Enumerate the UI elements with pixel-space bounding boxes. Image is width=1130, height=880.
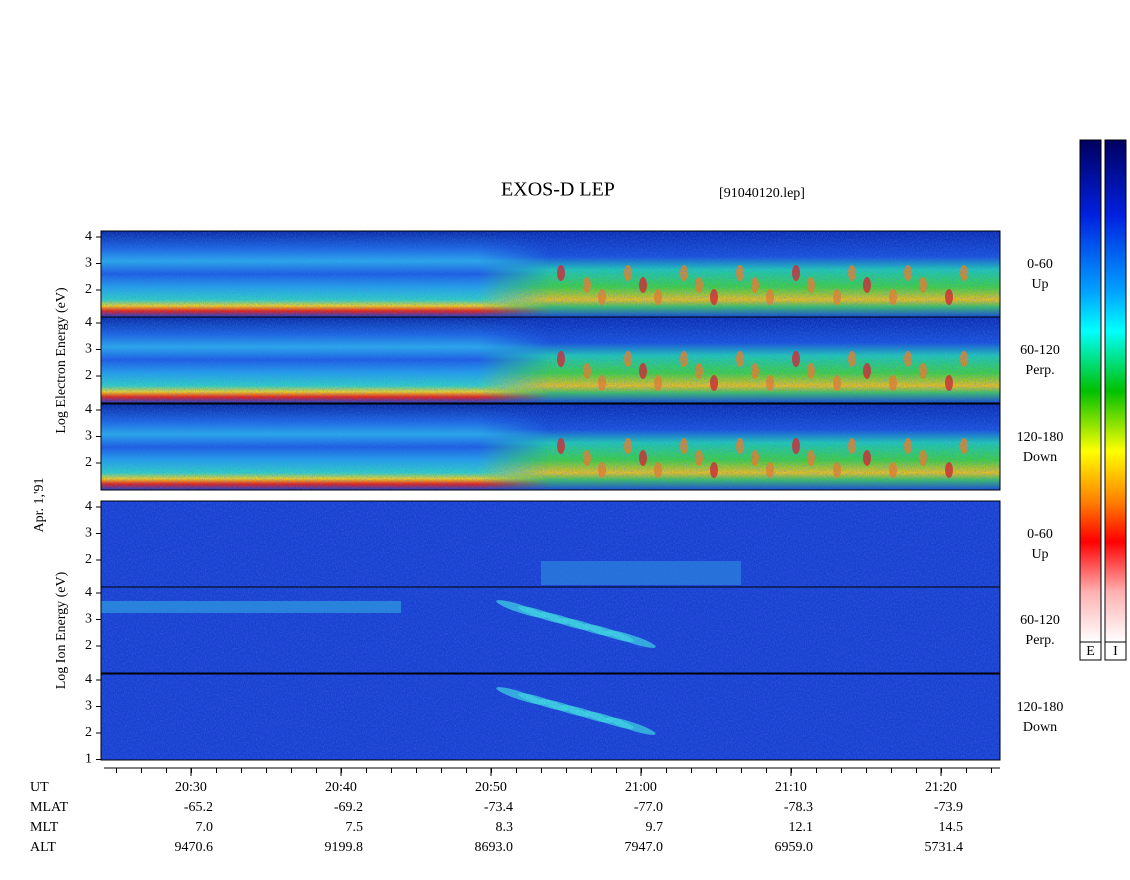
row-value: 8.3 xyxy=(496,820,514,835)
row-value: 7.0 xyxy=(196,820,214,835)
noise xyxy=(101,587,1000,673)
row-value: 20:50 xyxy=(475,780,507,795)
panel-frame xyxy=(100,673,1001,761)
y-tick-label: 3 xyxy=(85,612,92,627)
colorbar-label-box xyxy=(1104,641,1127,661)
panel xyxy=(100,673,1001,761)
y-tick-label: 3 xyxy=(85,526,92,541)
y-tick-label: 3 xyxy=(85,429,92,444)
row-value: 7.5 xyxy=(346,820,364,835)
group-label: Log Ion Energy (eV) xyxy=(54,571,69,689)
title: EXOS-D LEP xyxy=(501,179,615,201)
row-value: 5731.4 xyxy=(925,840,964,855)
pitch-angle: 0-60 xyxy=(1027,527,1053,542)
panels: Log Electron Energy (eV) 4 3 2 0-60 Up 4 3 2 60-1… xyxy=(54,229,1063,767)
direction: Up xyxy=(1031,547,1048,562)
direction: Up xyxy=(1031,277,1048,292)
noise xyxy=(101,317,1000,403)
pitch-angle: 0-60 xyxy=(1027,257,1053,272)
colorbar xyxy=(1079,139,1102,643)
colorbar-label: I xyxy=(1113,644,1118,659)
panel xyxy=(100,316,1001,404)
row-value: 21:00 xyxy=(625,780,657,795)
y-tick-label: 2 xyxy=(85,638,92,653)
row-value: 12.1 xyxy=(789,820,814,835)
row-value: -73.4 xyxy=(484,800,513,815)
direction: Down xyxy=(1023,720,1057,735)
row-value: 6959.0 xyxy=(775,840,814,855)
panel-frame xyxy=(100,316,1001,404)
y-tick-label: 3 xyxy=(85,256,92,271)
row-value: 21:20 xyxy=(925,780,957,795)
y-tick-label: 4 xyxy=(85,672,92,687)
row-value: 9199.8 xyxy=(325,840,364,855)
row-value: 20:40 xyxy=(325,780,357,795)
y-tick-label: 4 xyxy=(85,499,92,514)
colorbar-label-box xyxy=(1079,641,1102,661)
row-value: 9.7 xyxy=(646,820,664,835)
group-label: Log Electron Energy (eV) xyxy=(54,287,69,434)
panel xyxy=(100,403,1001,491)
panel-frame xyxy=(100,403,1001,491)
row-value: 20:30 xyxy=(175,780,207,795)
panel-frame xyxy=(100,586,1001,674)
noise xyxy=(101,674,1000,760)
row-value: 9470.6 xyxy=(175,840,214,855)
y-tick-label: 2 xyxy=(85,368,92,383)
row-value: -78.3 xyxy=(784,800,813,815)
row-value: 21:10 xyxy=(775,780,807,795)
row-value: -73.9 xyxy=(934,800,963,815)
y-tick-label: 4 xyxy=(85,402,92,417)
panel xyxy=(100,586,1001,674)
direction: Down xyxy=(1023,450,1057,465)
y-tick-label: 4 xyxy=(85,585,92,600)
file-name: [91040120.lep] xyxy=(719,186,805,201)
date: Apr. 1,'91 xyxy=(32,477,47,532)
y-tick-label: 1 xyxy=(85,752,92,767)
row-label: UT xyxy=(30,780,49,795)
row-value: -65.2 xyxy=(184,800,213,815)
colorbar-label: E xyxy=(1086,644,1095,659)
y-tick-label: 2 xyxy=(85,282,92,297)
y-tick-label: 3 xyxy=(85,699,92,714)
y-tick-label: 3 xyxy=(85,342,92,357)
direction: Perp. xyxy=(1025,363,1054,378)
pitch-angle: 60-120 xyxy=(1020,613,1060,628)
pitch-angle: 60-120 xyxy=(1020,343,1060,358)
time-axis: UT 20:30 20:40 20:50 21:00 21:10 21:20 MLAT -65.… xyxy=(30,767,1000,855)
y-tick-label: 2 xyxy=(85,455,92,470)
row-label: MLAT xyxy=(30,800,69,815)
pitch-angle: 120-180 xyxy=(1017,430,1064,445)
colorbar xyxy=(1104,139,1127,643)
y-tick-label: 2 xyxy=(85,552,92,567)
direction: Perp. xyxy=(1025,633,1054,648)
noise xyxy=(101,404,1000,490)
y-tick-label: 4 xyxy=(85,315,92,330)
row-value: 7947.0 xyxy=(625,840,664,855)
pitch-angle: 120-180 xyxy=(1017,700,1064,715)
panel xyxy=(100,500,1001,588)
row-value: -77.0 xyxy=(634,800,663,815)
row-value: 14.5 xyxy=(939,820,964,835)
y-tick-label: 4 xyxy=(85,229,92,244)
row-label: MLT xyxy=(30,820,59,835)
panel xyxy=(100,230,1001,318)
y-tick-label: 2 xyxy=(85,725,92,740)
row-label: ALT xyxy=(30,840,56,855)
row-value: -69.2 xyxy=(334,800,363,815)
noise xyxy=(101,231,1000,317)
row-value: 8693.0 xyxy=(475,840,514,855)
noise xyxy=(101,501,1000,587)
